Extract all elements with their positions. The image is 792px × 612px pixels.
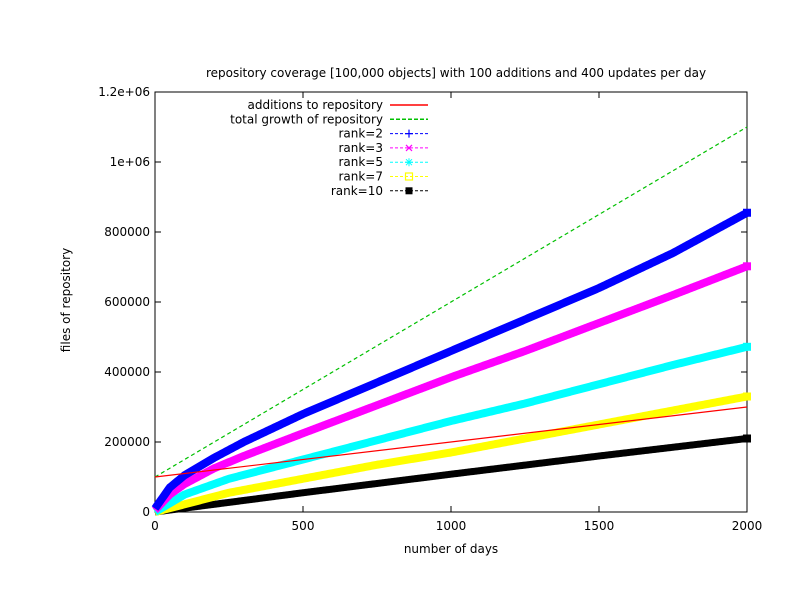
series-end-marker — [743, 434, 751, 443]
series-rank-5 — [152, 342, 751, 516]
legend-label: rank=3 — [338, 141, 383, 155]
chart-title: repository coverage [100,000 objects] wi… — [206, 66, 706, 80]
y-tick-label: 1.2e+06 — [98, 85, 150, 99]
series-end-marker — [743, 262, 751, 271]
x-axis-label: number of days — [404, 542, 498, 556]
series-rank-2 — [151, 208, 751, 511]
x-tick-label: 1000 — [436, 519, 467, 533]
y-tick-label: 1e+06 — [110, 155, 150, 169]
series-layer — [151, 126, 751, 516]
y-tick-label: 200000 — [104, 435, 150, 449]
series-line — [152, 392, 750, 516]
series-line — [154, 126, 748, 478]
legend-label: rank=2 — [338, 127, 383, 141]
y-tick-label: 400000 — [104, 365, 150, 379]
series-rank-10 — [152, 434, 751, 516]
legend-marker — [405, 129, 413, 138]
series-rank-7 — [152, 392, 751, 516]
series-line — [152, 435, 750, 516]
x-tick-label: 500 — [292, 519, 315, 533]
x-tick-label: 0 — [151, 519, 159, 533]
series-end-marker — [743, 392, 751, 401]
series-line — [152, 342, 750, 516]
x-tick-label: 1500 — [584, 519, 615, 533]
series-total-growth-of-repository — [154, 126, 748, 478]
legend-label: rank=7 — [338, 170, 383, 184]
series-line — [154, 406, 748, 478]
x-tick-label: 2000 — [732, 519, 763, 533]
y-tick-label: 800000 — [104, 225, 150, 239]
legend-marker — [405, 187, 413, 195]
series-end-marker — [743, 208, 751, 217]
legend-label: total growth of repository — [230, 112, 383, 126]
legend-marker — [405, 158, 413, 167]
legend-marker — [405, 144, 413, 152]
legend-label: rank=10 — [331, 184, 383, 198]
y-tick-label: 600000 — [104, 295, 150, 309]
legend-marker — [404, 172, 414, 181]
series-additions-to-repository — [154, 406, 748, 478]
series-end-marker — [743, 342, 751, 351]
y-tick-label: 0 — [142, 505, 150, 519]
series-line — [152, 262, 750, 513]
series-rank-3 — [152, 262, 751, 513]
legend-label: rank=5 — [338, 155, 383, 169]
axes: 0 500 1000 1500 2000 0 200000 400000 600000 80000… — [98, 85, 762, 533]
series-line — [151, 209, 750, 511]
y-axis-label: files of repository — [59, 248, 73, 352]
legend-label: additions to repository — [247, 98, 383, 112]
